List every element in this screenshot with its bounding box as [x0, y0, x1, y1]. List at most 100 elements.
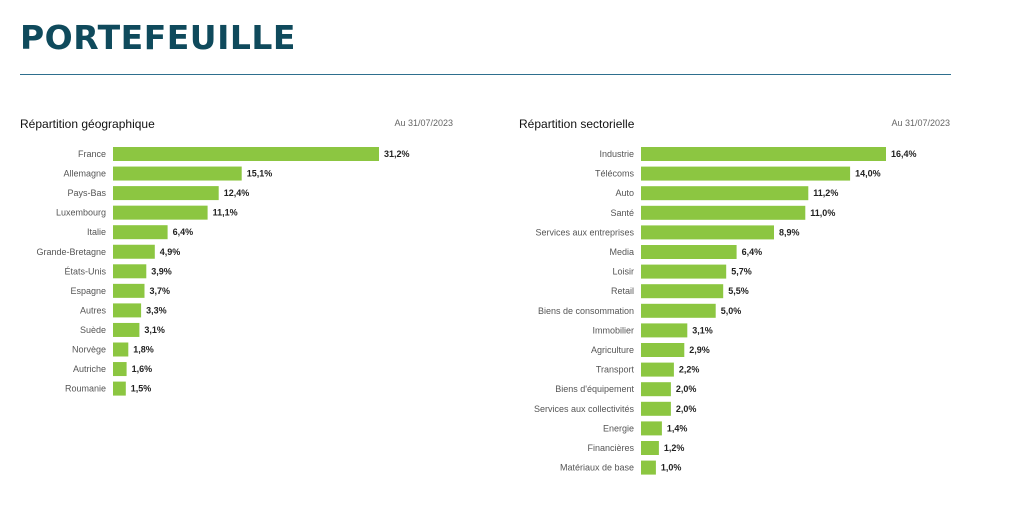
sector-category-label: Matériaux de base — [560, 463, 634, 473]
geo-bar — [113, 225, 168, 240]
geo-chart-panel: Répartition géographique Au 31/07/2023 F… — [20, 110, 453, 490]
sector-chart-date: Au 31/07/2023 — [891, 118, 950, 128]
geo-value-label: 6,4% — [173, 227, 194, 237]
geo-bar — [113, 303, 142, 318]
geo-value-label: 1,6% — [132, 364, 153, 374]
sector-bar — [641, 166, 851, 181]
geo-value-label: 12,4% — [224, 188, 250, 198]
sector-category-label: Services aux collectivités — [534, 404, 635, 414]
geo-category-label: Allemagne — [63, 169, 106, 179]
geo-bar — [113, 283, 145, 298]
geo-chart-title: Répartition géographique — [20, 117, 155, 131]
sector-category-label: Financières — [587, 443, 634, 453]
sector-bar — [641, 264, 727, 279]
sector-value-label: 16,4% — [891, 149, 917, 159]
geo-bar — [113, 166, 242, 181]
geo-value-label: 15,1% — [247, 169, 273, 179]
geo-category-label: Suède — [80, 325, 106, 335]
sector-value-label: 1,4% — [667, 423, 688, 433]
sector-category-label: Immobilier — [592, 325, 634, 335]
sector-value-label: 14,0% — [855, 169, 881, 179]
sector-bar — [641, 401, 671, 416]
sector-bar — [641, 205, 806, 220]
sector-value-label: 1,0% — [661, 463, 682, 473]
geo-value-label: 4,9% — [160, 247, 181, 257]
sector-bar — [641, 225, 774, 240]
title-divider — [20, 74, 951, 75]
geo-value-label: 3,3% — [146, 305, 167, 315]
geo-category-label: Espagne — [70, 286, 106, 296]
sector-bar — [641, 303, 716, 318]
sector-value-label: 11,0% — [810, 208, 835, 218]
sector-value-label: 6,4% — [742, 247, 763, 257]
sector-category-label: Retail — [611, 286, 634, 296]
sector-bar — [641, 284, 724, 299]
sector-bar — [641, 343, 685, 357]
sector-bar — [641, 323, 688, 338]
geo-value-label: 3,1% — [144, 325, 165, 335]
geo-bar — [113, 342, 129, 357]
geo-category-label: Autres — [80, 305, 107, 315]
sector-value-label: 11,2% — [813, 188, 838, 198]
sector-category-label: Santé — [610, 208, 634, 218]
geo-value-label: 1,8% — [133, 345, 154, 355]
sector-category-label: Transport — [596, 365, 635, 375]
sector-chart-panel: Répartition sectorielle Au 31/07/2023 In… — [519, 110, 950, 490]
sector-value-label: 2,9% — [689, 345, 710, 355]
geo-value-label: 11,1% — [213, 208, 238, 218]
geo-category-label: Luxembourg — [56, 208, 106, 218]
sector-value-label: 5,7% — [731, 267, 752, 277]
geo-value-label: 31,2% — [384, 149, 410, 159]
geo-bar — [113, 362, 127, 377]
geo-bar — [113, 322, 140, 337]
sector-value-label: 8,9% — [779, 227, 800, 237]
geo-bar — [113, 264, 147, 279]
sector-bar — [641, 441, 659, 455]
sector-value-label: 3,1% — [692, 325, 713, 335]
geo-bar — [113, 381, 126, 396]
sector-category-label: Agriculture — [591, 345, 634, 355]
geo-category-label: France — [78, 149, 106, 159]
sector-category-label: Media — [609, 247, 634, 257]
sector-value-label: 2,2% — [679, 365, 700, 375]
geo-chart-date: Au 31/07/2023 — [394, 118, 453, 128]
sector-bar — [641, 421, 662, 436]
sector-bar — [641, 147, 886, 161]
geo-bar — [113, 205, 208, 220]
geo-bar — [113, 186, 219, 201]
geo-bar — [113, 244, 155, 259]
geo-category-label: Pays-Bas — [67, 188, 106, 198]
sector-value-label: 5,5% — [728, 286, 749, 296]
sector-category-label: Services aux entreprises — [535, 227, 634, 237]
sector-value-label: 5,0% — [721, 306, 742, 316]
geo-category-label: Roumanie — [65, 384, 106, 394]
sector-category-label: Energie — [603, 423, 634, 433]
geo-category-label: Norvège — [72, 345, 106, 355]
sector-category-label: Télécoms — [595, 169, 635, 179]
sector-bar — [641, 186, 809, 201]
sector-bar-chart: Industrie 16,4% Télécoms 14,0% Auto 11,2% Sant… — [534, 147, 917, 475]
geo-category-label: Italie — [87, 227, 106, 237]
sector-bar — [641, 362, 674, 377]
page-title: PORTEFEUILLE — [20, 18, 296, 57]
sector-bar — [641, 460, 656, 475]
geo-category-label: États-Unis — [64, 266, 106, 276]
sector-category-label: Biens de consommation — [538, 306, 634, 316]
sector-chart-title: Répartition sectorielle — [519, 117, 635, 131]
geo-bar-chart: France 31,2% Allemagne 15,1% Pays-Bas 12,4% Lu… — [36, 147, 410, 396]
geo-value-label: 3,7% — [150, 286, 171, 296]
sector-category-label: Industrie — [599, 149, 634, 159]
sector-value-label: 2,0% — [676, 404, 697, 414]
geo-bar — [113, 147, 379, 161]
sector-value-label: 2,0% — [676, 384, 697, 394]
sector-category-label: Biens d'équipement — [555, 384, 634, 394]
sector-bar — [641, 382, 671, 397]
sector-category-label: Loisir — [612, 267, 634, 277]
geo-value-label: 1,5% — [131, 384, 152, 394]
geo-category-label: Grande-Bretagne — [36, 247, 106, 257]
sector-category-label: Auto — [615, 188, 634, 198]
sector-value-label: 1,2% — [664, 443, 685, 453]
sector-bar — [641, 245, 737, 259]
geo-value-label: 3,9% — [151, 266, 172, 276]
geo-category-label: Autriche — [73, 364, 106, 374]
